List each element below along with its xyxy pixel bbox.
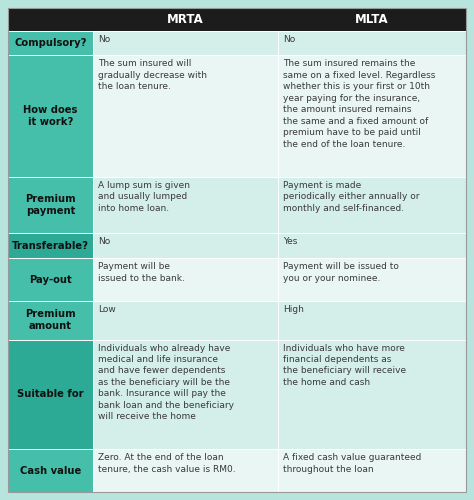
- Text: Transferable?: Transferable?: [12, 241, 89, 251]
- FancyBboxPatch shape: [8, 177, 93, 234]
- FancyBboxPatch shape: [8, 450, 93, 492]
- FancyBboxPatch shape: [278, 258, 466, 301]
- FancyBboxPatch shape: [93, 450, 278, 492]
- FancyBboxPatch shape: [8, 258, 93, 301]
- Text: High: High: [283, 305, 304, 314]
- Text: MLTA: MLTA: [356, 13, 389, 26]
- Text: No: No: [98, 34, 110, 43]
- FancyBboxPatch shape: [278, 301, 466, 340]
- FancyBboxPatch shape: [8, 56, 93, 177]
- FancyBboxPatch shape: [278, 30, 466, 56]
- Text: The sum insured remains the
same on a fixed level. Regardless
whether this is yo: The sum insured remains the same on a fi…: [283, 60, 436, 148]
- Text: A fixed cash value guaranteed
throughout the loan: A fixed cash value guaranteed throughout…: [283, 454, 421, 473]
- FancyBboxPatch shape: [93, 234, 278, 258]
- Text: No: No: [98, 238, 110, 246]
- Text: Pay-out: Pay-out: [29, 274, 72, 284]
- Text: Premium
payment: Premium payment: [25, 194, 76, 216]
- FancyBboxPatch shape: [8, 340, 93, 450]
- Text: Yes: Yes: [283, 238, 298, 246]
- FancyBboxPatch shape: [93, 340, 278, 450]
- FancyBboxPatch shape: [8, 30, 93, 56]
- Text: Cash value: Cash value: [20, 466, 81, 475]
- Text: Low: Low: [98, 305, 116, 314]
- FancyBboxPatch shape: [278, 450, 466, 492]
- Text: How does
it work?: How does it work?: [23, 105, 78, 128]
- Text: A lump sum is given
and usually lumped
into home loan.: A lump sum is given and usually lumped i…: [98, 181, 190, 213]
- Text: Payment is made
periodically either annually or
monthly and self-financed.: Payment is made periodically either annu…: [283, 181, 419, 213]
- FancyBboxPatch shape: [8, 234, 93, 258]
- FancyBboxPatch shape: [278, 177, 466, 234]
- FancyBboxPatch shape: [93, 177, 278, 234]
- FancyBboxPatch shape: [8, 301, 93, 340]
- Text: Zero. At the end of the loan
tenure, the cash value is RM0.: Zero. At the end of the loan tenure, the…: [98, 454, 236, 473]
- Text: Suitable for: Suitable for: [17, 390, 84, 400]
- Text: Payment will be
issued to the bank.: Payment will be issued to the bank.: [98, 262, 184, 283]
- Text: Premium
amount: Premium amount: [25, 309, 76, 332]
- FancyBboxPatch shape: [278, 56, 466, 177]
- FancyBboxPatch shape: [8, 8, 466, 30]
- Text: No: No: [283, 34, 295, 43]
- Text: MRTA: MRTA: [167, 13, 204, 26]
- FancyBboxPatch shape: [93, 56, 278, 177]
- FancyBboxPatch shape: [278, 340, 466, 450]
- Text: Payment will be issued to
you or your nominee.: Payment will be issued to you or your no…: [283, 262, 399, 283]
- FancyBboxPatch shape: [93, 30, 278, 56]
- FancyBboxPatch shape: [93, 301, 278, 340]
- FancyBboxPatch shape: [93, 258, 278, 301]
- Text: Compulsory?: Compulsory?: [14, 38, 87, 48]
- Text: Individuals who have more
financial dependents as
the beneficiary will receive
t: Individuals who have more financial depe…: [283, 344, 406, 387]
- FancyBboxPatch shape: [278, 234, 466, 258]
- Text: The sum insured will
gradually decrease with
the loan tenure.: The sum insured will gradually decrease …: [98, 60, 207, 92]
- Text: Individuals who already have
medical and life insurance
and have fewer dependent: Individuals who already have medical and…: [98, 344, 234, 421]
